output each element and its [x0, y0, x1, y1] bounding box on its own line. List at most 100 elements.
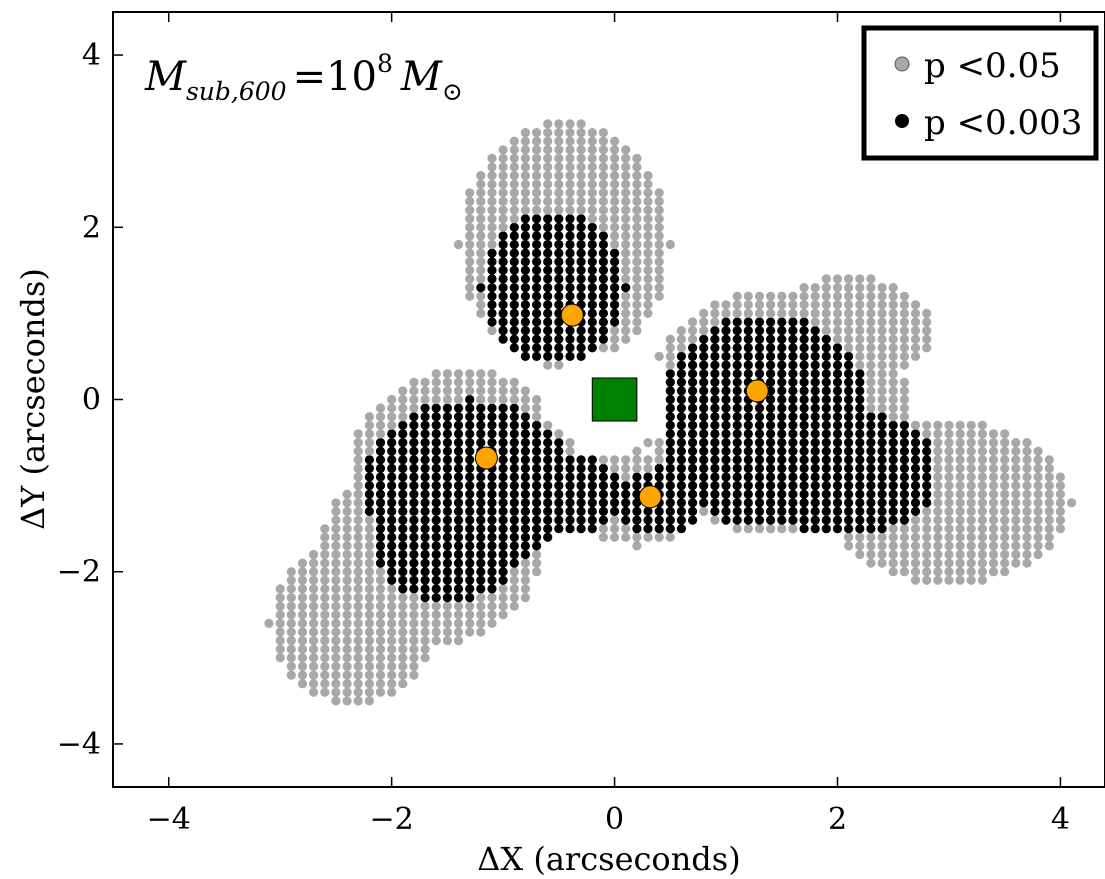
- point-p05: [899, 403, 910, 413]
- point-p003: [532, 343, 542, 353]
- point-p05: [1022, 463, 1032, 473]
- point-p05: [587, 205, 597, 215]
- point-p003: [465, 446, 475, 456]
- point-p003: [732, 369, 742, 379]
- point-p05: [364, 446, 374, 456]
- point-p05: [1055, 498, 1065, 508]
- point-p003: [844, 351, 854, 361]
- point-p003: [576, 498, 586, 508]
- point-p05: [331, 679, 341, 689]
- point-p003: [844, 524, 854, 534]
- point-p003: [777, 360, 787, 370]
- point-p003: [453, 489, 464, 499]
- point-p05: [398, 653, 408, 663]
- point-p003: [810, 438, 820, 448]
- point-p05: [587, 145, 597, 155]
- point-p05: [342, 618, 352, 629]
- point-p003: [598, 291, 609, 301]
- point-p05: [710, 515, 720, 525]
- point-p05: [710, 308, 720, 318]
- point-p003: [375, 541, 386, 551]
- point-p003: [665, 498, 675, 508]
- point-p05: [988, 438, 999, 448]
- point-p05: [621, 265, 631, 275]
- point-p05: [676, 334, 687, 344]
- point-p003: [810, 386, 820, 396]
- point-p05: [487, 171, 497, 181]
- point-p05: [888, 377, 898, 387]
- point-p003: [710, 334, 720, 344]
- point-p003: [821, 420, 831, 430]
- point-p05: [610, 463, 620, 473]
- point-p05: [275, 601, 285, 611]
- point-p05: [910, 515, 921, 525]
- point-p003: [498, 489, 508, 499]
- point-p05: [977, 567, 988, 577]
- point-p003: [532, 274, 542, 284]
- point-p05: [520, 162, 531, 172]
- point-p05: [1022, 524, 1032, 534]
- point-p003: [777, 317, 787, 327]
- point-p003: [420, 412, 430, 422]
- point-p05: [297, 618, 308, 629]
- point-p05: [342, 636, 352, 646]
- point-p05: [877, 541, 887, 551]
- point-p05: [387, 687, 397, 697]
- point-p05: [732, 291, 742, 301]
- point-p003: [387, 446, 397, 456]
- point-p003: [453, 498, 464, 508]
- point-p003: [509, 429, 519, 439]
- point-p003: [743, 455, 753, 465]
- point-p003: [520, 317, 531, 327]
- point-p003: [465, 575, 475, 585]
- point-p003: [442, 463, 452, 473]
- point-p05: [465, 196, 475, 206]
- point-p05: [320, 670, 330, 680]
- point-p05: [610, 171, 620, 181]
- point-p003: [799, 377, 809, 387]
- point-p05: [353, 438, 363, 448]
- point-p003: [688, 394, 698, 405]
- point-p003: [398, 584, 408, 594]
- point-p05: [476, 248, 486, 258]
- point-p05: [866, 351, 876, 361]
- point-p05: [554, 145, 564, 155]
- point-p05: [331, 687, 341, 697]
- point-p003: [766, 377, 776, 387]
- point-p05: [576, 205, 586, 215]
- point-p003: [520, 308, 531, 318]
- point-p05: [498, 214, 508, 224]
- point-p05: [933, 575, 943, 585]
- point-p05: [286, 618, 296, 629]
- point-p05: [899, 308, 910, 318]
- point-p05: [632, 541, 642, 551]
- point-p05: [342, 524, 352, 534]
- point-p05: [877, 291, 887, 301]
- point-p003: [543, 291, 553, 301]
- point-p05: [331, 506, 341, 516]
- point-p05: [342, 687, 352, 697]
- point-p05: [899, 567, 910, 577]
- point-p05: [342, 601, 352, 611]
- point-p05: [676, 343, 687, 353]
- point-p003: [654, 524, 664, 534]
- point-p05: [888, 283, 898, 293]
- point-p05: [955, 541, 965, 551]
- point-p003: [810, 412, 820, 422]
- point-p003: [554, 283, 564, 293]
- point-p003: [420, 532, 430, 542]
- point-p003: [922, 481, 932, 491]
- point-p003: [420, 481, 430, 491]
- point-p003: [676, 394, 687, 405]
- point-p003: [532, 239, 542, 250]
- point-p003: [431, 412, 441, 422]
- point-p003: [532, 326, 542, 336]
- point-p05: [1000, 438, 1010, 448]
- point-p05: [988, 489, 999, 499]
- point-p05: [1011, 446, 1021, 456]
- point-p003: [688, 438, 698, 448]
- point-p05: [844, 291, 854, 301]
- point-p003: [476, 524, 486, 534]
- point-p003: [487, 575, 497, 585]
- point-p003: [554, 326, 564, 336]
